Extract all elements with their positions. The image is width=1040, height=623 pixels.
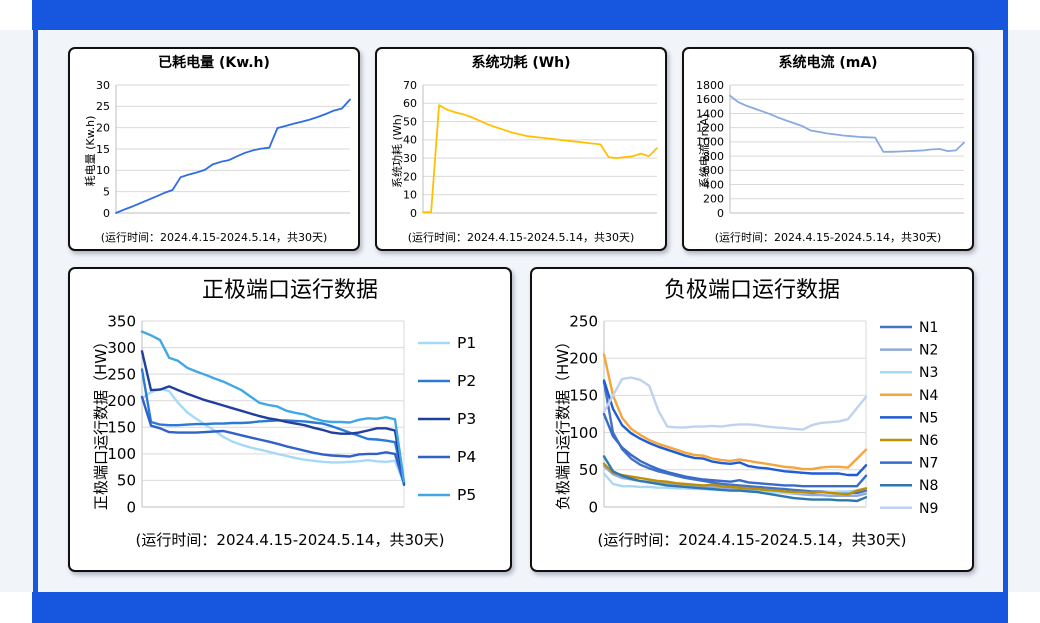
card-system-power: 系统功耗 (Wh) 0 10 20 30 40 50 60 70 系统功耗 (Wh) (运行时… [375,47,667,251]
chart-caption-system-power: (运行时间：2024.4.15-2024.5.14，共30天) [407,231,635,244]
chart-title-negative-ports: 负极端口运行数据 [663,278,840,303]
svg-text:300: 300 [107,339,136,357]
svg-text:50: 50 [117,472,136,490]
frame-top-bar [32,0,1008,30]
svg-text:0: 0 [588,498,598,516]
svg-text:P2: P2 [457,372,476,390]
system-power-line-chart: 0 10 20 30 40 50 60 70 [403,79,658,220]
chart-title-positive-ports: 正极端口运行数据 [201,278,378,303]
chart-caption-system-current: (运行时间：2024.4.15-2024.5.14，共30天) [714,231,942,244]
svg-text:600: 600 [703,164,724,177]
chart-title-consumed-energy: 已耗电量 (Kw.h) [158,55,270,71]
svg-text:350: 350 [107,313,136,330]
svg-text:N8: N8 [919,478,938,494]
chart-caption-positive-ports: (运行时间：2024.4.15-2024.5.14，共30天) [135,531,445,549]
svg-text:0: 0 [103,207,110,220]
svg-text:1600: 1600 [696,93,724,106]
card-negative-ports: 负极端口运行数据 0 50 100 150 200 250 N1 N2 N3 N4 N5 N6 N7 N8… [530,267,974,572]
y-axis-label-positive-ports: 正极端口运行数据（HW） [92,333,110,511]
card-positive-ports: 正极端口运行数据 0 50 100 150 200 250 300 350 P1 P2 P3 P4 P5… [68,267,512,572]
svg-text:50: 50 [403,115,417,128]
svg-text:150: 150 [569,387,598,405]
chart-caption-negative-ports: (运行时间：2024.4.15-2024.5.14，共30天) [597,531,907,549]
svg-text:200: 200 [703,193,724,206]
card-system-current: 系统电流 (mA) 0 200 400 600 800 1000 1200 1400 1600 1… [682,47,974,251]
svg-text:P4: P4 [457,448,476,466]
svg-text:P3: P3 [457,410,476,428]
svg-text:20: 20 [403,170,417,183]
svg-text:P1: P1 [457,334,476,352]
svg-text:20: 20 [96,122,110,135]
svg-text:N5: N5 [919,410,938,426]
svg-text:10: 10 [96,164,110,177]
svg-text:1800: 1800 [696,79,724,92]
consumed-energy-line-chart: 0 5 10 15 20 25 30 [96,79,351,220]
svg-text:15: 15 [96,143,110,156]
svg-text:0: 0 [410,207,417,220]
svg-text:150: 150 [107,419,136,437]
y-axis-label-system-power: 系统功耗 (Wh) [391,114,404,188]
svg-text:50: 50 [579,461,598,479]
svg-text:60: 60 [403,97,417,110]
svg-text:P5: P5 [457,486,476,504]
chart-title-system-current: 系统电流 (mA) [778,55,878,71]
y-axis-label-system-current: 系统电流 (mA) [698,113,711,189]
svg-text:N9: N9 [919,501,938,517]
svg-text:40: 40 [403,134,417,147]
card-consumed-energy: 已耗电量 (Kw.h) 0 5 10 15 20 25 30 耗电量 (Kw.h) (运行时… [68,47,360,251]
svg-text:0: 0 [126,498,136,516]
svg-text:N7: N7 [919,456,938,472]
svg-text:N1: N1 [919,320,938,336]
svg-text:30: 30 [96,79,110,92]
frame-left-edge [33,30,38,592]
svg-text:30: 30 [403,152,417,165]
y-axis-label-negative-ports: 负极端口运行数据（HW） [554,333,572,511]
svg-text:70: 70 [403,79,417,92]
svg-text:N3: N3 [919,365,938,381]
svg-text:1000: 1000 [696,136,724,149]
svg-text:100: 100 [107,445,136,463]
chart-title-system-power: 系统功耗 (Wh) [471,55,571,71]
svg-text:1400: 1400 [696,107,724,120]
svg-text:400: 400 [703,178,724,191]
svg-text:0: 0 [717,207,724,220]
svg-text:25: 25 [96,100,110,113]
svg-text:N4: N4 [919,388,938,404]
svg-text:10: 10 [403,189,417,202]
frame-bottom-bar [32,592,1008,623]
svg-text:200: 200 [569,349,598,367]
svg-text:800: 800 [703,150,724,163]
svg-text:250: 250 [107,365,136,383]
positive-ports-line-chart: 0 50 100 150 200 250 300 350 P1 P2 P3 P4 P5 [107,313,476,516]
svg-text:5: 5 [103,186,110,199]
chart-caption-consumed-energy: (运行时间：2024.4.15-2024.5.14，共30天) [100,231,328,244]
svg-text:N6: N6 [919,433,938,449]
y-axis-label-consumed-energy: 耗电量 (Kw.h) [84,115,97,187]
svg-text:100: 100 [569,424,598,442]
svg-text:1200: 1200 [696,122,724,135]
svg-text:N2: N2 [919,343,938,359]
frame-right-edge [1003,30,1008,592]
svg-text:250: 250 [569,313,598,330]
negative-ports-line-chart: 0 50 100 150 200 250 N1 N2 N3 N4 N5 N6 N7 N8 N9 [569,313,938,517]
svg-text:200: 200 [107,392,136,410]
